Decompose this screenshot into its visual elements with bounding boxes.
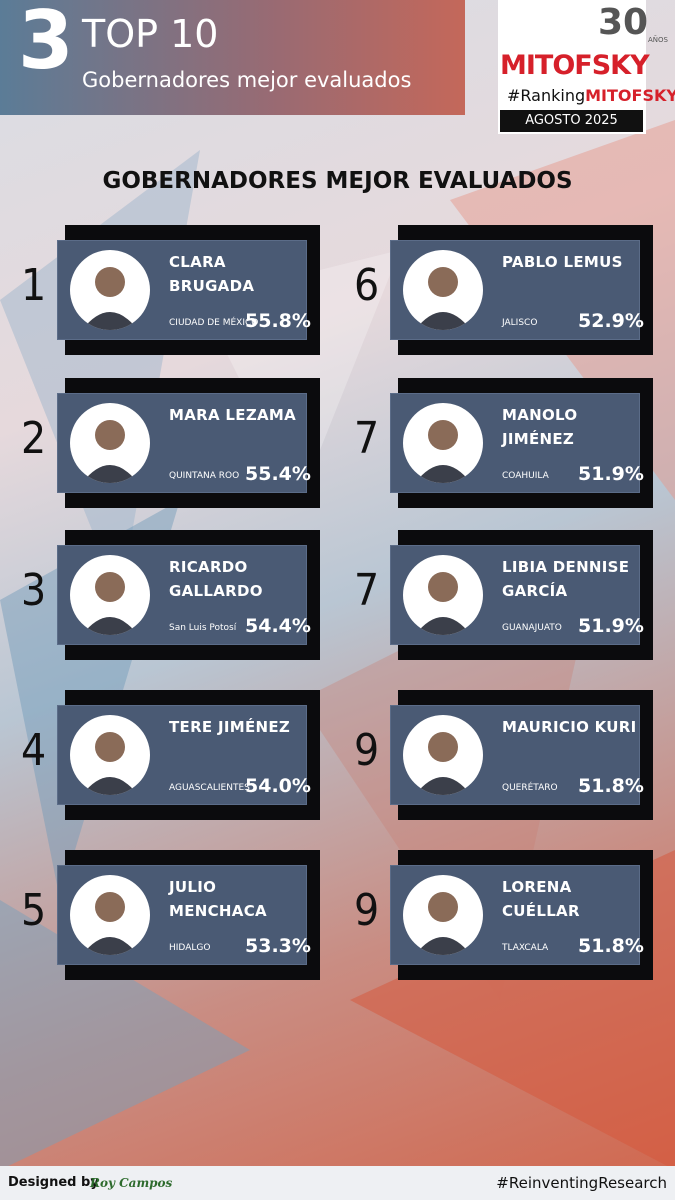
photo xyxy=(403,250,483,330)
header-subtitle: Gobernadores mejor evaluados xyxy=(82,68,412,92)
state: QUERÉTARO xyxy=(502,783,558,793)
score: 55.8% xyxy=(245,310,311,332)
state: San Luis Potosí xyxy=(169,623,237,633)
score: 54.0% xyxy=(245,775,311,797)
footer-designer: Roy Campos xyxy=(90,1176,173,1190)
state: COAHUILA xyxy=(502,471,549,481)
avatar xyxy=(415,572,471,635)
avatar xyxy=(415,267,471,330)
avatar xyxy=(82,732,138,795)
logo-brand: MITOFSKY xyxy=(500,50,650,81)
hashtag-brand: MITOFSKY xyxy=(585,86,675,105)
person-name: PABLO LEMUS xyxy=(502,253,623,271)
rank: 1 xyxy=(21,260,47,311)
person-name: MAURICIO KURI xyxy=(502,718,637,736)
footer-designed-by: Designed by xyxy=(8,1175,99,1190)
person-name: MARA LEZAMA xyxy=(169,406,297,424)
person-name: TERE JIMÉNEZ xyxy=(169,718,291,736)
state: HIDALGO xyxy=(169,943,211,953)
header-number: 3 xyxy=(18,0,74,87)
score: 55.4% xyxy=(245,463,311,485)
main-heading: GOBERNADORES MEJOR EVALUADOS xyxy=(102,168,573,194)
score: 51.9% xyxy=(578,463,644,485)
rank: 7 xyxy=(354,413,380,464)
photo xyxy=(70,403,150,483)
state: CIUDAD DE MÉXICO xyxy=(169,318,259,328)
logo-anniversary: 30 xyxy=(598,2,649,43)
avatar xyxy=(82,267,138,330)
person-name: RICARDO GALLARDO xyxy=(169,558,263,600)
photo xyxy=(403,555,483,635)
person-name: MANOLO JIMÉNEZ xyxy=(502,406,578,448)
score: 51.9% xyxy=(578,615,644,637)
photo xyxy=(70,875,150,955)
state: GUANAJUATO xyxy=(502,623,562,633)
rank: 7 xyxy=(354,565,380,616)
photo xyxy=(403,875,483,955)
header-band xyxy=(0,0,465,115)
score: 54.4% xyxy=(245,615,311,637)
photo xyxy=(70,715,150,795)
score: 51.8% xyxy=(578,935,644,957)
photo xyxy=(70,250,150,330)
logo-hashtag: #RankingMITOFSKY xyxy=(507,86,675,105)
photo xyxy=(403,715,483,795)
rank: 9 xyxy=(354,725,380,776)
state: QUINTANA ROO xyxy=(169,471,240,481)
photo xyxy=(70,555,150,635)
person-name: CLARA BRUGADA xyxy=(169,253,255,295)
logo-date: AGOSTO 2025 xyxy=(500,110,643,132)
person-name: LIBIA DENNISE GARCÍA xyxy=(502,558,630,600)
footer-bar xyxy=(0,1166,675,1200)
logo-anniversary-unit: AÑOS xyxy=(648,36,668,44)
avatar xyxy=(415,732,471,795)
state: JALISCO xyxy=(502,318,538,328)
person-name: LORENA CUÉLLAR xyxy=(502,878,580,920)
score: 51.8% xyxy=(578,775,644,797)
rank: 4 xyxy=(21,725,47,776)
score: 52.9% xyxy=(578,310,644,332)
state: TLAXCALA xyxy=(502,943,549,953)
person-name: JULIO MENCHACA xyxy=(169,878,267,920)
header-title: TOP 10 xyxy=(82,12,219,56)
rank: 9 xyxy=(354,885,380,936)
photo xyxy=(403,403,483,483)
hashtag-prefix: #Ranking xyxy=(507,86,586,105)
avatar xyxy=(415,420,471,483)
rank: 3 xyxy=(21,565,47,616)
rank: 2 xyxy=(21,413,47,464)
footer-hashtag: #ReinventingResearch xyxy=(496,1174,667,1192)
avatar xyxy=(82,892,138,955)
avatar xyxy=(82,420,138,483)
score: 53.3% xyxy=(245,935,311,957)
avatar xyxy=(415,892,471,955)
rank: 6 xyxy=(354,260,380,311)
state: AGUASCALIENTES xyxy=(169,783,250,793)
rank: 5 xyxy=(21,885,47,936)
avatar xyxy=(82,572,138,635)
